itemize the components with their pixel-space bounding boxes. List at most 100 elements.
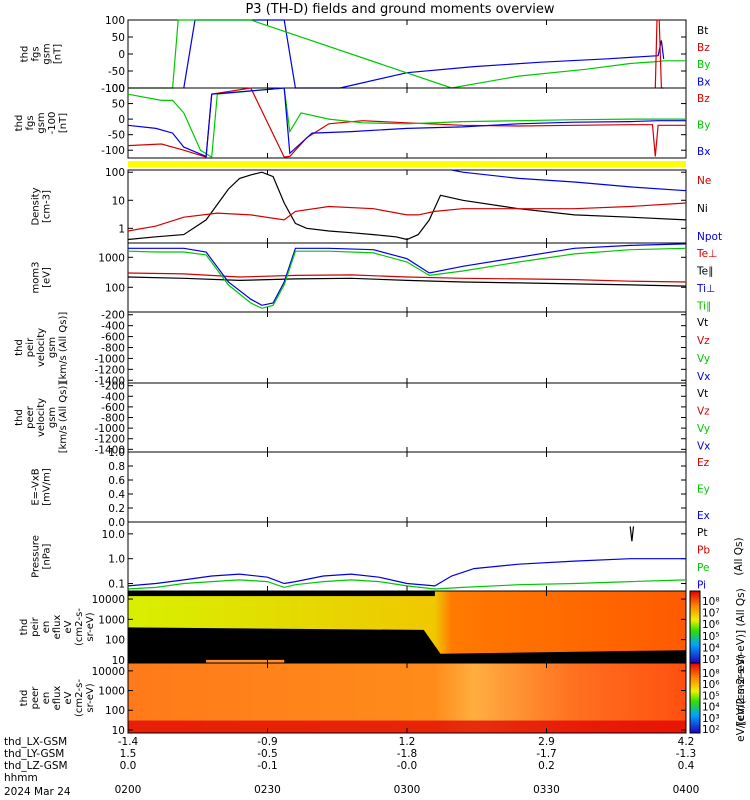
series-line-Te⊥ bbox=[127, 272, 687, 283]
y-tick-label: 0.0 bbox=[108, 517, 125, 529]
y-tick-label: -50 bbox=[108, 130, 125, 142]
colorbar-tick-label: 10⁵ bbox=[702, 631, 720, 643]
y-tick-label: -1000 bbox=[94, 423, 125, 435]
legend-entry: Ne bbox=[697, 175, 711, 187]
y-axis-label-line: thd bbox=[14, 339, 25, 356]
y-axis-label: mom3[eV] bbox=[31, 262, 53, 294]
y-tick-label: -400 bbox=[101, 321, 125, 333]
y-axis-label: Pressure[nPa] bbox=[31, 535, 53, 578]
colorbar bbox=[689, 662, 701, 734]
time-axis-tick-label: 0400 bbox=[673, 784, 700, 796]
series-line-Ne bbox=[127, 202, 687, 232]
panel-frame bbox=[127, 382, 687, 453]
time-axis-value: -1.3 bbox=[676, 748, 697, 760]
y-axis-label-line: (cm2-s- bbox=[74, 608, 85, 646]
series-line-Ti∥ bbox=[127, 247, 687, 309]
y-axis-label-line: gsm bbox=[47, 337, 58, 358]
y-tick-label: -800 bbox=[101, 413, 125, 425]
colorbar-tick-label: 10⁴ bbox=[702, 642, 720, 654]
time-axis-value: 0.4 bbox=[678, 760, 695, 772]
panel-efield: 1.0 0.8 0.6 0.4 0.2 0.0 E=-VxB[mV/m] Ez Ey Ex bbox=[31, 447, 710, 529]
y-tick-label: 0.8 bbox=[108, 461, 125, 473]
y-axis-label-line: Pressure bbox=[31, 535, 42, 578]
y-tick-label: 10.0 bbox=[102, 529, 125, 541]
legend-entry: By bbox=[697, 120, 710, 132]
colorbar-tick-label: 10⁵ bbox=[702, 690, 720, 702]
panel-frame bbox=[127, 521, 687, 592]
series-line-Pe bbox=[127, 579, 687, 590]
y-axis-label-line: peir bbox=[25, 337, 36, 357]
colorbar-tick-label: 10⁶ bbox=[702, 619, 720, 631]
panel-peer-eflux: 10000 1000 100 10 thdpeerenefluxeV(cm2-s-sr-… bbox=[19, 654, 747, 742]
time-axis-value: 1.5 bbox=[120, 748, 137, 760]
series-line-By bbox=[128, 19, 686, 89]
y-axis-label-line: sr-eV) bbox=[85, 612, 96, 641]
y-axis-label: thdfgsgsm[nT] bbox=[20, 43, 64, 64]
y-axis-label-line: gsm bbox=[36, 112, 47, 133]
colorbar-tick-label: 10² bbox=[702, 724, 720, 736]
y-tick-label: -1400 bbox=[94, 375, 125, 387]
y-axis-label-line: fgs bbox=[31, 46, 42, 61]
y-axis-label-line: E=-VxB bbox=[31, 468, 42, 505]
y-tick-label: 100 bbox=[105, 83, 125, 95]
y-axis-label-line: velocity bbox=[36, 398, 47, 437]
series-line-Npot bbox=[451, 169, 687, 192]
y-tick-label: 10 bbox=[112, 195, 125, 207]
y-axis-label-line: [km/s (All Qs)] bbox=[58, 382, 69, 454]
panel-peir-velocity: -200-400-600-800-1000-1200-1400 thdpeirve… bbox=[14, 310, 710, 388]
legend-entry: Vy bbox=[697, 423, 710, 435]
y-axis-label: E=-VxB[mV/m] bbox=[31, 468, 53, 506]
y-axis-label-line: eflux bbox=[52, 686, 63, 711]
y-tick-label: 0.2 bbox=[108, 503, 125, 515]
y-axis-label: thdfgsgsm-100[nT] bbox=[14, 112, 69, 135]
heatmap-low-strip bbox=[206, 659, 285, 664]
y-axis-label-line: [mV/m] bbox=[42, 468, 53, 506]
y-axis-label-line: thd bbox=[19, 619, 30, 636]
colorbar-tick-label: 10⁶ bbox=[702, 679, 720, 691]
legend-entry: Vt bbox=[697, 317, 708, 329]
y-axis-label-line: [nPa] bbox=[42, 543, 53, 569]
colorbar-tick-label: 10⁸ bbox=[702, 596, 720, 608]
series-line-Pi bbox=[127, 558, 686, 587]
plot-title: P3 (TH-D) fields and ground moments over… bbox=[245, 2, 554, 17]
legend-entry: Ti⊥ bbox=[696, 283, 715, 295]
y-axis-label-line: -100 bbox=[47, 112, 58, 135]
panel-density: 100 10 1 Density[cm-3] Ne Ni Npot bbox=[31, 167, 722, 244]
series-line-Bx bbox=[183, 19, 665, 89]
legend-entry: Ey bbox=[697, 484, 710, 496]
time-axis-value: 2.9 bbox=[538, 736, 555, 748]
y-axis-label: Density[cm-3] bbox=[31, 187, 53, 225]
y-axis-label-line: gsm bbox=[42, 43, 53, 64]
y-tick-label: -800 bbox=[101, 343, 125, 355]
y-axis-label-line: eflux bbox=[52, 615, 63, 640]
y-axis-label-line: peir bbox=[30, 616, 41, 636]
panel-peer-velocity: -200-400-600-800-1000-1200-1400 thdpeerve… bbox=[14, 381, 710, 457]
y-tick-label: 0.6 bbox=[108, 475, 125, 487]
time-axis-value: -0.1 bbox=[257, 760, 278, 772]
y-tick-label: 100 bbox=[105, 282, 125, 294]
y-tick-label: -50 bbox=[108, 66, 125, 78]
y-tick-label: -1000 bbox=[94, 353, 125, 365]
panel-moments-t: 1000 100 mom3[eV] Te⊥ Te∥ Ti⊥ Ti∥ bbox=[31, 242, 717, 313]
y-tick-label: 1000 bbox=[98, 686, 125, 698]
y-axis-label-line: (cm2-s- bbox=[74, 679, 85, 717]
y-tick-label: 1 bbox=[118, 223, 125, 235]
time-axis-tick-label: 0330 bbox=[533, 784, 560, 796]
time-axis-value: 0.0 bbox=[120, 760, 137, 772]
y-axis-label-line: thd bbox=[19, 690, 30, 707]
time-axis-row-label: hhmm bbox=[4, 772, 38, 784]
legend-entry: Vx bbox=[697, 371, 710, 383]
time-axis-value: 1.2 bbox=[399, 736, 416, 748]
legend-entry: Te⊥ bbox=[696, 248, 717, 260]
time-axis-value: 0.2 bbox=[538, 760, 555, 772]
colorbar-tick-label: 10³ bbox=[702, 713, 720, 725]
legend-entry: Bt bbox=[697, 25, 708, 37]
series-line-Bx bbox=[127, 87, 686, 158]
y-axis-label-line: thd bbox=[14, 115, 25, 132]
y-tick-label: 50 bbox=[112, 32, 125, 44]
y-tick-label: -100 bbox=[101, 145, 125, 157]
y-tick-label: -1200 bbox=[94, 364, 125, 376]
panel-peir-eflux: 10000100010010thdpeirenefluxeV(cm2-s-sr-… bbox=[19, 588, 747, 725]
